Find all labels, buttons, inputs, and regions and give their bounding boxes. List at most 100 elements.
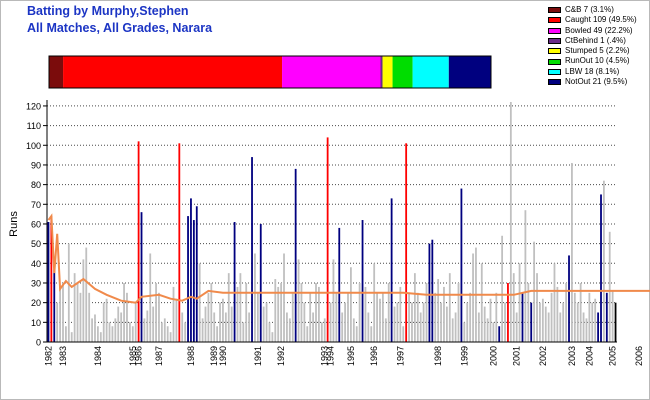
innings-bar [62, 282, 64, 342]
innings-bar [128, 322, 131, 342]
innings-bar [242, 322, 245, 342]
x-year-label: 1995 [346, 346, 356, 366]
innings-bar [477, 312, 480, 342]
innings-bar [216, 326, 219, 342]
innings-bar [544, 306, 547, 342]
innings-bar [277, 286, 280, 342]
innings-bar [518, 263, 521, 342]
legend-swatch [548, 38, 561, 45]
innings-bar [149, 253, 152, 342]
x-year-label: 2000 [488, 346, 498, 366]
innings-bar [341, 312, 344, 342]
innings-bar [355, 326, 358, 342]
average-line [47, 213, 650, 304]
innings-bar [227, 273, 230, 342]
innings-bar [50, 216, 53, 342]
innings-bar [600, 194, 602, 342]
innings-bar [230, 306, 233, 342]
innings-bar [210, 282, 213, 342]
dismissal-segment-caught [63, 56, 283, 88]
innings-bar [347, 292, 349, 342]
innings-bar [588, 292, 591, 342]
innings-bar [65, 326, 67, 342]
innings-bar [256, 292, 259, 342]
innings-bar [318, 286, 320, 342]
innings-bar [431, 239, 434, 342]
innings-bar [390, 198, 393, 342]
innings-bar [498, 326, 501, 342]
innings-bar [399, 286, 402, 342]
innings-bar [236, 286, 239, 342]
y-tick-label: 60 [31, 219, 41, 229]
innings-bar [315, 282, 317, 342]
legend-label: RunOut 10 (4.5%) [565, 56, 630, 66]
x-year-label: 1992 [276, 346, 286, 366]
innings-bar [440, 302, 442, 342]
innings-bar [155, 282, 157, 342]
x-year-label: 1993 [320, 346, 330, 366]
legend-item-bowled: Bowled 49 (22.2%) [548, 26, 637, 36]
innings-bar [512, 273, 515, 342]
innings-bar [568, 255, 570, 342]
innings-bar [562, 302, 565, 342]
innings-bar [291, 292, 294, 342]
innings-bar [611, 290, 614, 342]
y-tick-label: 90 [31, 160, 41, 170]
innings-bar [335, 292, 338, 342]
y-tick-label: 0 [36, 338, 41, 348]
innings-bar [160, 322, 163, 342]
innings-bar [530, 302, 533, 342]
innings-bar [559, 312, 562, 342]
dismissal-segment-runout [392, 56, 413, 88]
innings-bar [408, 292, 410, 342]
innings-bar [451, 318, 454, 342]
innings-bar [172, 286, 175, 342]
innings-bar [283, 253, 285, 342]
innings-bar [509, 102, 512, 342]
innings-bar [76, 282, 79, 342]
legend-item-runout: RunOut 10 (4.5%) [548, 56, 637, 66]
legend-swatch [548, 48, 561, 55]
innings-bar [105, 298, 108, 342]
innings-bar [219, 302, 221, 342]
innings-bar [108, 322, 111, 342]
y-tick-labels: 0 10 20 30 40 50 60 70 80 90 100 110 120 [26, 101, 41, 347]
innings-bar [73, 273, 76, 342]
x-year-label: 1986 [134, 346, 144, 366]
innings-bar [393, 306, 396, 342]
legend-label: Caught 109 (49.5%) [565, 15, 637, 25]
innings-bars [47, 102, 617, 342]
y-tick-label: 50 [31, 239, 41, 249]
innings-bar [88, 292, 91, 342]
innings-bar [126, 292, 128, 342]
innings-bar [515, 312, 518, 342]
y-tick-label: 110 [27, 121, 41, 131]
innings-bar [565, 282, 568, 342]
legend-label: C&B 7 (3.1%) [565, 5, 614, 14]
innings-bar [152, 306, 155, 342]
innings-bar [158, 292, 160, 342]
innings-bar [472, 253, 474, 342]
legend-item-notout: NotOut 21 (9.5%) [548, 77, 637, 87]
innings-bar [134, 302, 137, 342]
innings-bar [507, 282, 509, 342]
innings-bar [300, 282, 303, 342]
dismissal-segment-notout [448, 56, 491, 88]
x-year-label: 1985 [128, 346, 138, 366]
chart-title: Batting by Murphy,Stephen All Matches, A… [27, 3, 212, 37]
innings-bar [131, 326, 134, 342]
innings-bar [332, 259, 335, 342]
innings-bar [294, 168, 297, 342]
title-line-2: All Matches, All Grades, Narara [27, 21, 213, 35]
innings-bar [123, 282, 125, 342]
dismissal-segment-cb [49, 56, 64, 88]
x-year-label: 1987 [154, 346, 164, 366]
y-tick-label: 20 [31, 298, 41, 308]
dismissal-segment-ctbehind [380, 56, 383, 88]
legend-label: Stumped 5 (2.2%) [565, 46, 630, 56]
innings-bar [547, 312, 550, 342]
legend-item-lbw: LBW 18 (8.1%) [548, 67, 637, 77]
innings-bar [288, 318, 291, 342]
innings-bar [605, 292, 608, 342]
